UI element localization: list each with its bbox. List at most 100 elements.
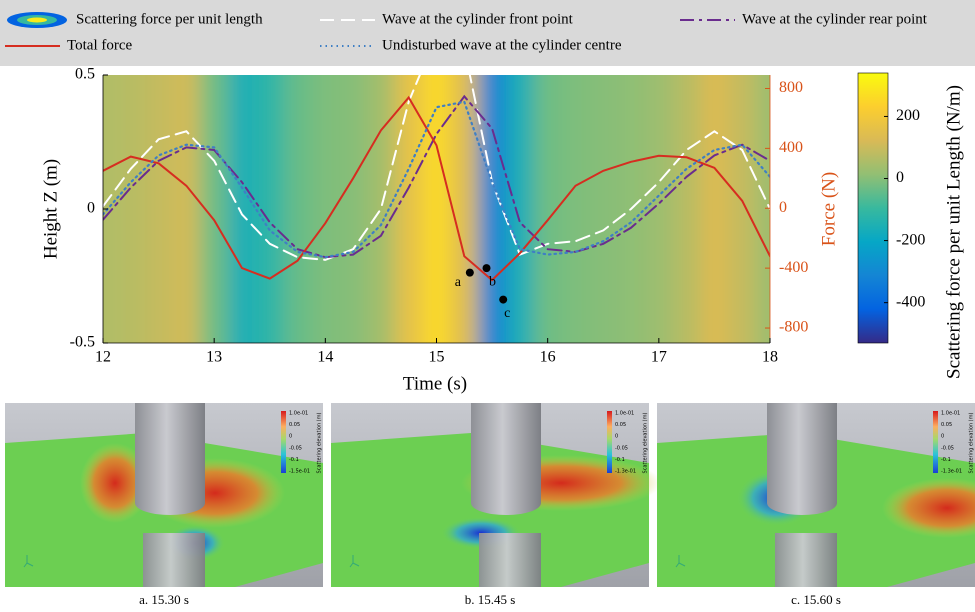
mini-colorbar-label: 1.0e-01 — [615, 411, 634, 417]
mini-colorbar-title: Scattering elevation (m) — [643, 413, 649, 474]
annotation-label: a — [455, 275, 462, 290]
x-tick-label: 14 — [317, 349, 333, 366]
series-line — [103, 100, 770, 259]
colorbar-tick-label: 0 — [896, 169, 904, 186]
x-tick-label: 18 — [762, 349, 778, 366]
field-stripe — [172, 75, 201, 343]
mini-colorbar-label: -1.5e-01 — [289, 469, 310, 475]
y2-axis-label: Force (N) — [818, 172, 839, 246]
field-stripe — [644, 75, 674, 343]
legend-label: Total force — [67, 37, 133, 53]
cylinder-lower — [479, 533, 541, 587]
field-stripe — [589, 75, 618, 343]
legend-label: Undisturbed wave at the cylinder centre — [382, 37, 622, 53]
x-tick-label: 13 — [206, 349, 222, 366]
colorbar-label: Scattering force per unit Length (N/m) — [943, 85, 964, 379]
field — [103, 75, 770, 343]
legend-label: Wave at the cylinder front point — [382, 11, 574, 27]
x-tick-label: 16 — [540, 349, 556, 366]
snapshot-panel: 1.0e-01 0.05 0 -0.05 -0.1 -1.3e-01 Scattering … — [331, 403, 661, 587]
legend-label: Scattering force per unit length — [76, 11, 263, 27]
y-axis-label: Height Z (m) — [40, 159, 61, 259]
plot-clip — [103, 75, 770, 343]
y2-tick-label: 400 — [779, 139, 803, 156]
mini-colorbar-label: 0 — [941, 434, 944, 440]
field-stripe — [255, 75, 285, 343]
colorbar-tick-label: 200 — [896, 107, 920, 124]
mini-colorbar-label: 0.05 — [941, 422, 952, 428]
y-tick-label: 0.5 — [75, 66, 95, 83]
field-stripe — [311, 75, 340, 343]
cylinder-lower — [143, 533, 205, 587]
series-line — [103, 94, 770, 259]
field-stripe — [103, 75, 118, 343]
annotation-point — [482, 264, 491, 273]
axes-glyph — [675, 555, 686, 568]
axes-glyph — [349, 555, 360, 568]
field-stripe — [116, 75, 146, 343]
y2-tick-label: 800 — [779, 79, 803, 96]
mini-colorbar-label: 0 — [615, 434, 618, 440]
mini-colorbar — [281, 411, 286, 473]
mini-colorbar-title: Scattering elevation (m) — [317, 413, 323, 474]
annotation-point — [465, 268, 474, 277]
x-tick-label: 15 — [429, 349, 445, 366]
x-axis-label: Time (s) — [403, 373, 467, 394]
mini-colorbar-label: -0.05 — [289, 445, 302, 451]
field-stripe — [700, 75, 729, 343]
mini-colorbar-label: 1.0e-01 — [941, 411, 960, 417]
mini-colorbar-label: 0.05 — [615, 422, 626, 428]
annotation-label: c — [504, 306, 510, 321]
field-stripe — [394, 75, 424, 343]
field-stripe — [756, 75, 770, 343]
mini-colorbar-label: -1.3e-01 — [941, 469, 962, 475]
mini-colorbar-label: -1.3e-01 — [615, 469, 636, 475]
y-tick-label: 0 — [87, 200, 95, 217]
mini-colorbar — [933, 411, 938, 473]
panel-caption: a. 15.30 s — [139, 592, 189, 607]
y2-tick-label: -400 — [779, 259, 808, 276]
mini-colorbar-label: -0.05 — [941, 445, 954, 451]
field-stripe — [728, 75, 757, 343]
legend-band — [0, 0, 975, 66]
axes-glyph — [23, 555, 34, 568]
field-stripe — [672, 75, 702, 343]
elevation-high — [882, 478, 975, 538]
y2-tick-label: 0 — [779, 199, 787, 216]
snapshot-panel: 1.0e-01 0.05 0 -0.05 -0.1 -1.5e-01 Scattering … — [5, 403, 323, 587]
annotation-point — [499, 295, 508, 304]
snapshot-panel: 1.0e-01 0.05 0 -0.05 -0.1 -1.3e-01 Scattering … — [657, 403, 975, 587]
field-stripe — [144, 75, 173, 343]
cylinder — [135, 403, 205, 515]
cylinder — [471, 403, 541, 515]
mini-colorbar-label: -0.05 — [615, 445, 628, 451]
mini-colorbar-label: 0 — [289, 434, 292, 440]
mini-colorbar — [607, 411, 612, 473]
cylinder — [767, 403, 837, 515]
mini-colorbar-label: 1.0e-01 — [289, 411, 308, 417]
field-stripe — [561, 75, 590, 343]
field-stripe — [505, 75, 535, 343]
series-line — [103, 75, 770, 261]
x-tick-label: 17 — [651, 349, 667, 366]
y-tick-label: -0.5 — [70, 334, 95, 351]
field-stripe — [228, 75, 257, 343]
elevation-high — [80, 443, 150, 523]
field-stripe — [422, 75, 451, 343]
cylinder-lower — [775, 533, 837, 587]
panel-caption: b. 15.45 s — [465, 592, 516, 607]
mini-colorbar-title: Scattering elevation (m) — [969, 413, 975, 474]
panel-caption: c. 15.60 s — [791, 592, 841, 607]
y2-tick-label: -800 — [779, 319, 808, 336]
mini-colorbar-label: 0.05 — [289, 422, 300, 428]
legend-label: Wave at the cylinder rear point — [742, 11, 928, 27]
field-stripe — [450, 75, 479, 343]
colorbar-tick-label: -400 — [896, 293, 925, 310]
mini-colorbar-label: -0.1 — [941, 457, 951, 463]
colorbar — [857, 72, 889, 344]
colorbar-tick-label: -200 — [896, 231, 925, 248]
field-stripe — [339, 75, 368, 343]
field-stripe — [367, 75, 396, 343]
plot-area: a b c — [103, 75, 770, 343]
